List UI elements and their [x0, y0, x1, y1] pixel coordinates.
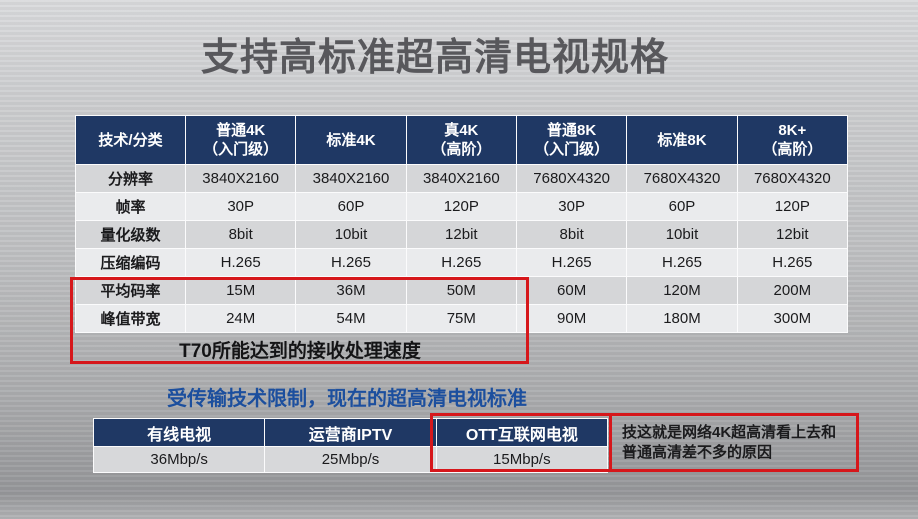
col-header-standard-8k: 标准8K — [626, 115, 738, 165]
col-header-normal-8k: 普通8K （入门级） — [515, 115, 628, 165]
col-header-standard-4k: 标准4K — [295, 115, 407, 165]
table-cell: 7680X4320 — [515, 164, 628, 193]
table-cell: 12bit — [736, 220, 849, 249]
table-cell: 120P — [405, 192, 517, 221]
table-cell: 3840X2160 — [184, 164, 297, 193]
subtitle: 受传输技术限制，现在的超高清电视标准 — [167, 388, 527, 410]
table-cell: 90M — [515, 304, 628, 333]
col-header-iptv: 运营商IPTV — [264, 418, 437, 447]
highlight-box-ott — [430, 413, 612, 472]
table-cell: 120M — [626, 276, 738, 305]
table-cell: 15M — [184, 276, 297, 305]
table-row-peak-bandwidth: 峰值带宽 24M 54M 75M 90M 180M 300M — [75, 304, 849, 333]
row-label: 分辨率 — [75, 164, 186, 193]
table-cell: 7680X4320 — [736, 164, 849, 193]
highlight-caption: T70所能达到的接收处理速度 — [179, 341, 421, 362]
table-cell: 75M — [405, 304, 517, 333]
table-cell: 60P — [295, 192, 407, 221]
row-label: 峰值带宽 — [75, 304, 186, 333]
table-cell: 8bit — [184, 220, 297, 249]
table-cell: H.265 — [184, 248, 297, 277]
table-cell: 200M — [736, 276, 849, 305]
table-cell: 36Mbp/s — [92, 446, 266, 473]
table-row-framerate: 帧率 30P 60P 120P 30P 60P 120P — [75, 192, 849, 221]
table-cell: 12bit — [405, 220, 517, 249]
row-label: 压缩编码 — [75, 248, 186, 277]
table-cell: 10bit — [626, 220, 738, 249]
table-cell: 3840X2160 — [405, 164, 517, 193]
table-cell: 60P — [626, 192, 738, 221]
col-header-true-4k: 真4K （高阶） — [405, 115, 517, 165]
table-cell: H.265 — [405, 248, 517, 277]
table-row-resolution: 分辨率 3840X2160 3840X2160 3840X2160 7680X4… — [75, 164, 849, 193]
col-header-tech-category: 技术/分类 — [75, 115, 186, 165]
table-cell: 120P — [736, 192, 849, 221]
table-cell: H.265 — [295, 248, 407, 277]
table-cell: 7680X4320 — [626, 164, 738, 193]
col-header-normal-4k: 普通4K （入门级） — [184, 115, 297, 165]
col-header-8k-plus: 8K+ （高阶） — [736, 115, 849, 165]
page-title: 支持高标准超高清电视规格 — [200, 37, 669, 79]
table-row-codec: 压缩编码 H.265 H.265 H.265 H.265 H.265 H.265 — [75, 248, 849, 277]
table-cell: H.265 — [736, 248, 849, 277]
table-cell: 24M — [184, 304, 297, 333]
table-cell: 25Mbp/s — [264, 446, 437, 473]
table-row-bitdepth: 量化级数 8bit 10bit 12bit 8bit 10bit 12bit — [75, 220, 849, 249]
table-cell: 60M — [515, 276, 628, 305]
row-label: 帧率 — [75, 192, 186, 221]
highlight-box-bitrate-rows — [70, 277, 529, 364]
row-label: 量化级数 — [75, 220, 186, 249]
table-cell: 54M — [295, 304, 407, 333]
col-header-ott: OTT互联网电视 — [435, 418, 609, 447]
annotation-box: 技这就是网络4K超高清看上去和普通高清差不多的原因 — [609, 413, 859, 472]
table-cell: 180M — [626, 304, 738, 333]
table-cell: 10bit — [295, 220, 407, 249]
table-cell: 3840X2160 — [295, 164, 407, 193]
bandwidth-table: 有线电视 运营商IPTV OTT互联网电视 36Mbp/s 25Mbp/s 15… — [92, 418, 609, 473]
table-cell: 30P — [515, 192, 628, 221]
spec-table: 技术/分类 普通4K （入门级） 标准4K 真4K （高阶） 普通8K （入门级） 标… — [75, 115, 849, 333]
table-cell: H.265 — [626, 248, 738, 277]
annotation-text: 技这就是网络4K超高清看上去和普通高清差不多的原因 — [622, 424, 837, 462]
table-cell: H.265 — [515, 248, 628, 277]
table-cell: 8bit — [515, 220, 628, 249]
table-cell: 300M — [736, 304, 849, 333]
spec-table-header-row: 技术/分类 普通4K （入门级） 标准4K 真4K （高阶） 普通8K （入门级） 标… — [75, 115, 849, 165]
bandwidth-table-value-row: 36Mbp/s 25Mbp/s 15Mbp/s — [92, 446, 609, 473]
table-cell: 30P — [184, 192, 297, 221]
col-header-cable-tv: 有线电视 — [92, 418, 266, 447]
table-cell: 15Mbp/s — [435, 446, 609, 473]
